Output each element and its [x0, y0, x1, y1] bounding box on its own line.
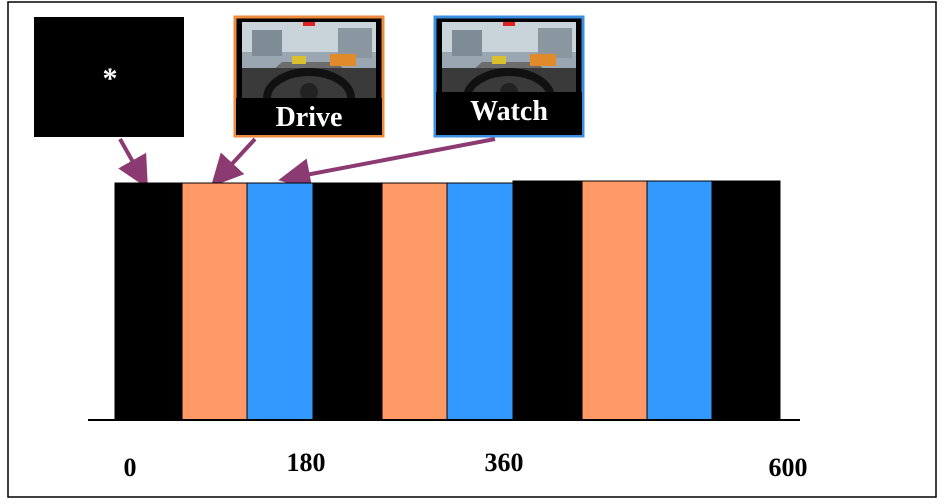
drive-block	[181, 182, 248, 421]
time-label: 600	[769, 453, 808, 482]
fixation-block	[711, 180, 781, 421]
watch-block	[446, 182, 514, 421]
arrow	[210, 137, 257, 187]
watch-block	[646, 180, 713, 421]
frame	[7, 1, 937, 498]
drive-block	[381, 182, 448, 421]
drive-block	[581, 180, 648, 421]
time-label: 360	[485, 448, 524, 477]
fixation-block	[312, 182, 383, 421]
fixation-panel	[34, 17, 184, 137]
drive-label: Drive	[276, 102, 343, 133]
watch-label: Watch	[470, 96, 548, 127]
arrow	[118, 138, 148, 189]
fixation-block	[114, 182, 183, 421]
watch-block	[246, 182, 314, 421]
fixation-block	[512, 180, 583, 421]
drive-caption-bg	[236, 98, 382, 135]
arrows	[118, 137, 496, 190]
fixation-label: *	[103, 62, 118, 95]
blocks	[114, 180, 781, 421]
time-label: 0	[124, 453, 137, 482]
watch-caption-bg	[436, 92, 582, 135]
time-label: 180	[287, 448, 326, 477]
arrow	[278, 137, 496, 190]
